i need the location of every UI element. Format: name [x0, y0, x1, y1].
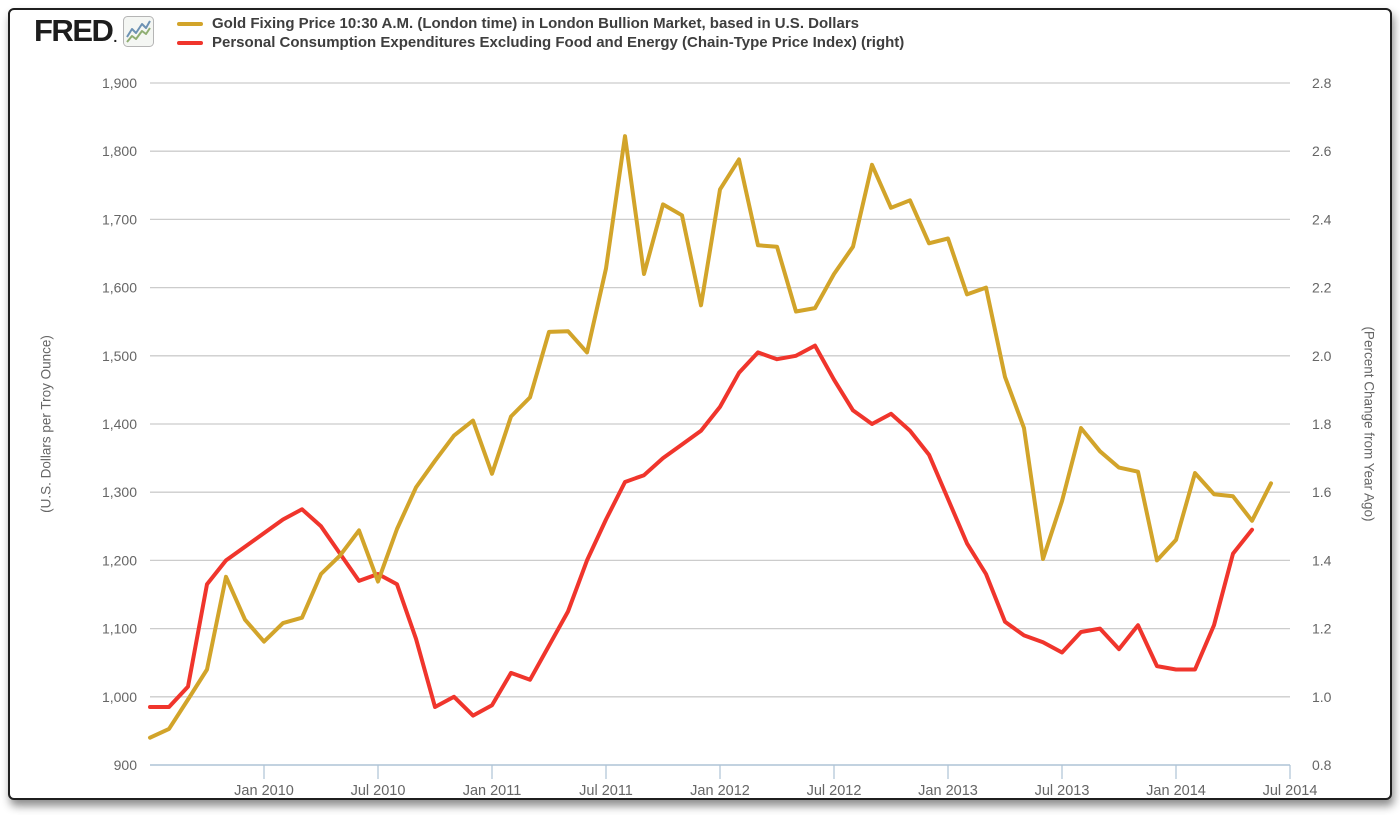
y-axis-left-tick-label: 1,100 [102, 621, 137, 637]
y-axis-right-tick-label: 2.8 [1312, 75, 1332, 91]
y-axis-right-title: (Percent Change from Year Ago) [1361, 326, 1377, 522]
fred-logo[interactable]: FRED. [34, 13, 154, 49]
y-axis-right-tick-label: 0.8 [1312, 757, 1332, 773]
y-axis-left-tick-label: 1,700 [102, 211, 137, 227]
fred-logo-dot: . [113, 29, 117, 45]
y-axis-right-tick-label: 2.4 [1312, 211, 1332, 227]
y-axis-left-tick-label: 1,400 [102, 416, 137, 432]
x-axis-tick-label: Jul 2010 [351, 783, 406, 799]
x-axis-tick-label: Jan 2013 [918, 783, 978, 799]
x-axis-tick-label: Jan 2012 [690, 783, 750, 799]
y-axis-left-tick-label: 1,800 [102, 143, 137, 159]
y-axis-left-title: (U.S. Dollars per Troy Ounce) [38, 335, 54, 513]
y-axis-left-tick-label: 1,000 [102, 689, 137, 705]
y-axis-left-tick-label: 1,200 [102, 552, 137, 568]
x-axis-tick-label: Jul 2014 [1263, 783, 1318, 799]
x-axis-tick-label: Jul 2011 [579, 783, 633, 799]
y-axis-right-tick-label: 2.0 [1312, 348, 1332, 364]
legend-item-pce[interactable]: Personal Consumption Expenditures Exclud… [177, 33, 904, 52]
y-axis-left-tick-label: 1,600 [102, 280, 137, 296]
y-axis-right-tick-label: 1.2 [1312, 621, 1332, 637]
y-axis-left-tick-label: 1,300 [102, 484, 137, 500]
y-axis-right-tick-label: 1.6 [1312, 484, 1332, 500]
x-axis-tick-label: Jul 2013 [1035, 783, 1090, 799]
x-axis-tick-label: Jul 2012 [807, 783, 862, 799]
gold-series-swatch [177, 21, 203, 26]
legend-item-gold[interactable]: Gold Fixing Price 10:30 A.M. (London tim… [177, 14, 904, 33]
y-axis-right-tick-label: 1.0 [1312, 689, 1332, 705]
fred-logo-text: FRED [34, 13, 114, 48]
y-axis-right-tick-label: 1.4 [1312, 552, 1332, 568]
y-axis-left-tick-label: 900 [114, 757, 138, 773]
legend: Gold Fixing Price 10:30 A.M. (London tim… [177, 14, 904, 52]
red-series-swatch [177, 40, 203, 45]
x-axis-tick-label: Jan 2014 [1146, 783, 1206, 799]
y-axis-right-tick-label: 1.8 [1312, 416, 1332, 432]
y-axis-left-tick-label: 1,900 [102, 75, 137, 91]
fred-logo-chart-icon [122, 15, 154, 47]
series-line-gold[interactable] [148, 134, 1273, 740]
y-axis-right-tick-label: 2.2 [1312, 280, 1332, 296]
y-axis-left-tick-label: 1,500 [102, 348, 137, 364]
x-axis-tick-label: Jan 2011 [463, 783, 522, 799]
y-axis-right-tick-label: 2.6 [1312, 143, 1332, 159]
x-axis-tick-label: Jan 2010 [234, 783, 294, 799]
series-line-pce[interactable] [148, 343, 1254, 718]
gold-series-label: Gold Fixing Price 10:30 A.M. (London tim… [212, 15, 859, 32]
red-series-label: Personal Consumption Expenditures Exclud… [212, 34, 905, 51]
